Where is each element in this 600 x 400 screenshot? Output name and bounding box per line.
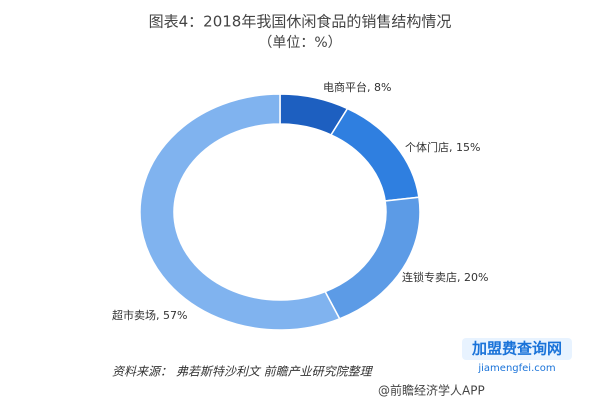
logo-box [462, 338, 572, 360]
watermark: @前瞻经济学人APP [378, 383, 485, 398]
data-label: 连锁专卖店, 20% [402, 270, 488, 284]
donut-segment [329, 107, 420, 202]
chart-subtitle: （单位：%） [258, 35, 341, 51]
data-label: 超市卖场, 57% [112, 308, 187, 322]
source-note: 资料来源： 弗若斯特沙利文 前瞻产业研究院整理 [112, 365, 374, 379]
data-label: 个体门店, 15% [405, 140, 480, 154]
data-label: 电商平台, 8% [323, 80, 391, 94]
logo-url: jiamengfei.com [477, 363, 555, 374]
chart-title: 图表4：2018年我国休闲食品的销售结构情况 [149, 13, 452, 31]
logo: 加盟费查询网 [471, 340, 562, 358]
donut-segment [139, 93, 341, 331]
donut-segment [324, 196, 421, 320]
